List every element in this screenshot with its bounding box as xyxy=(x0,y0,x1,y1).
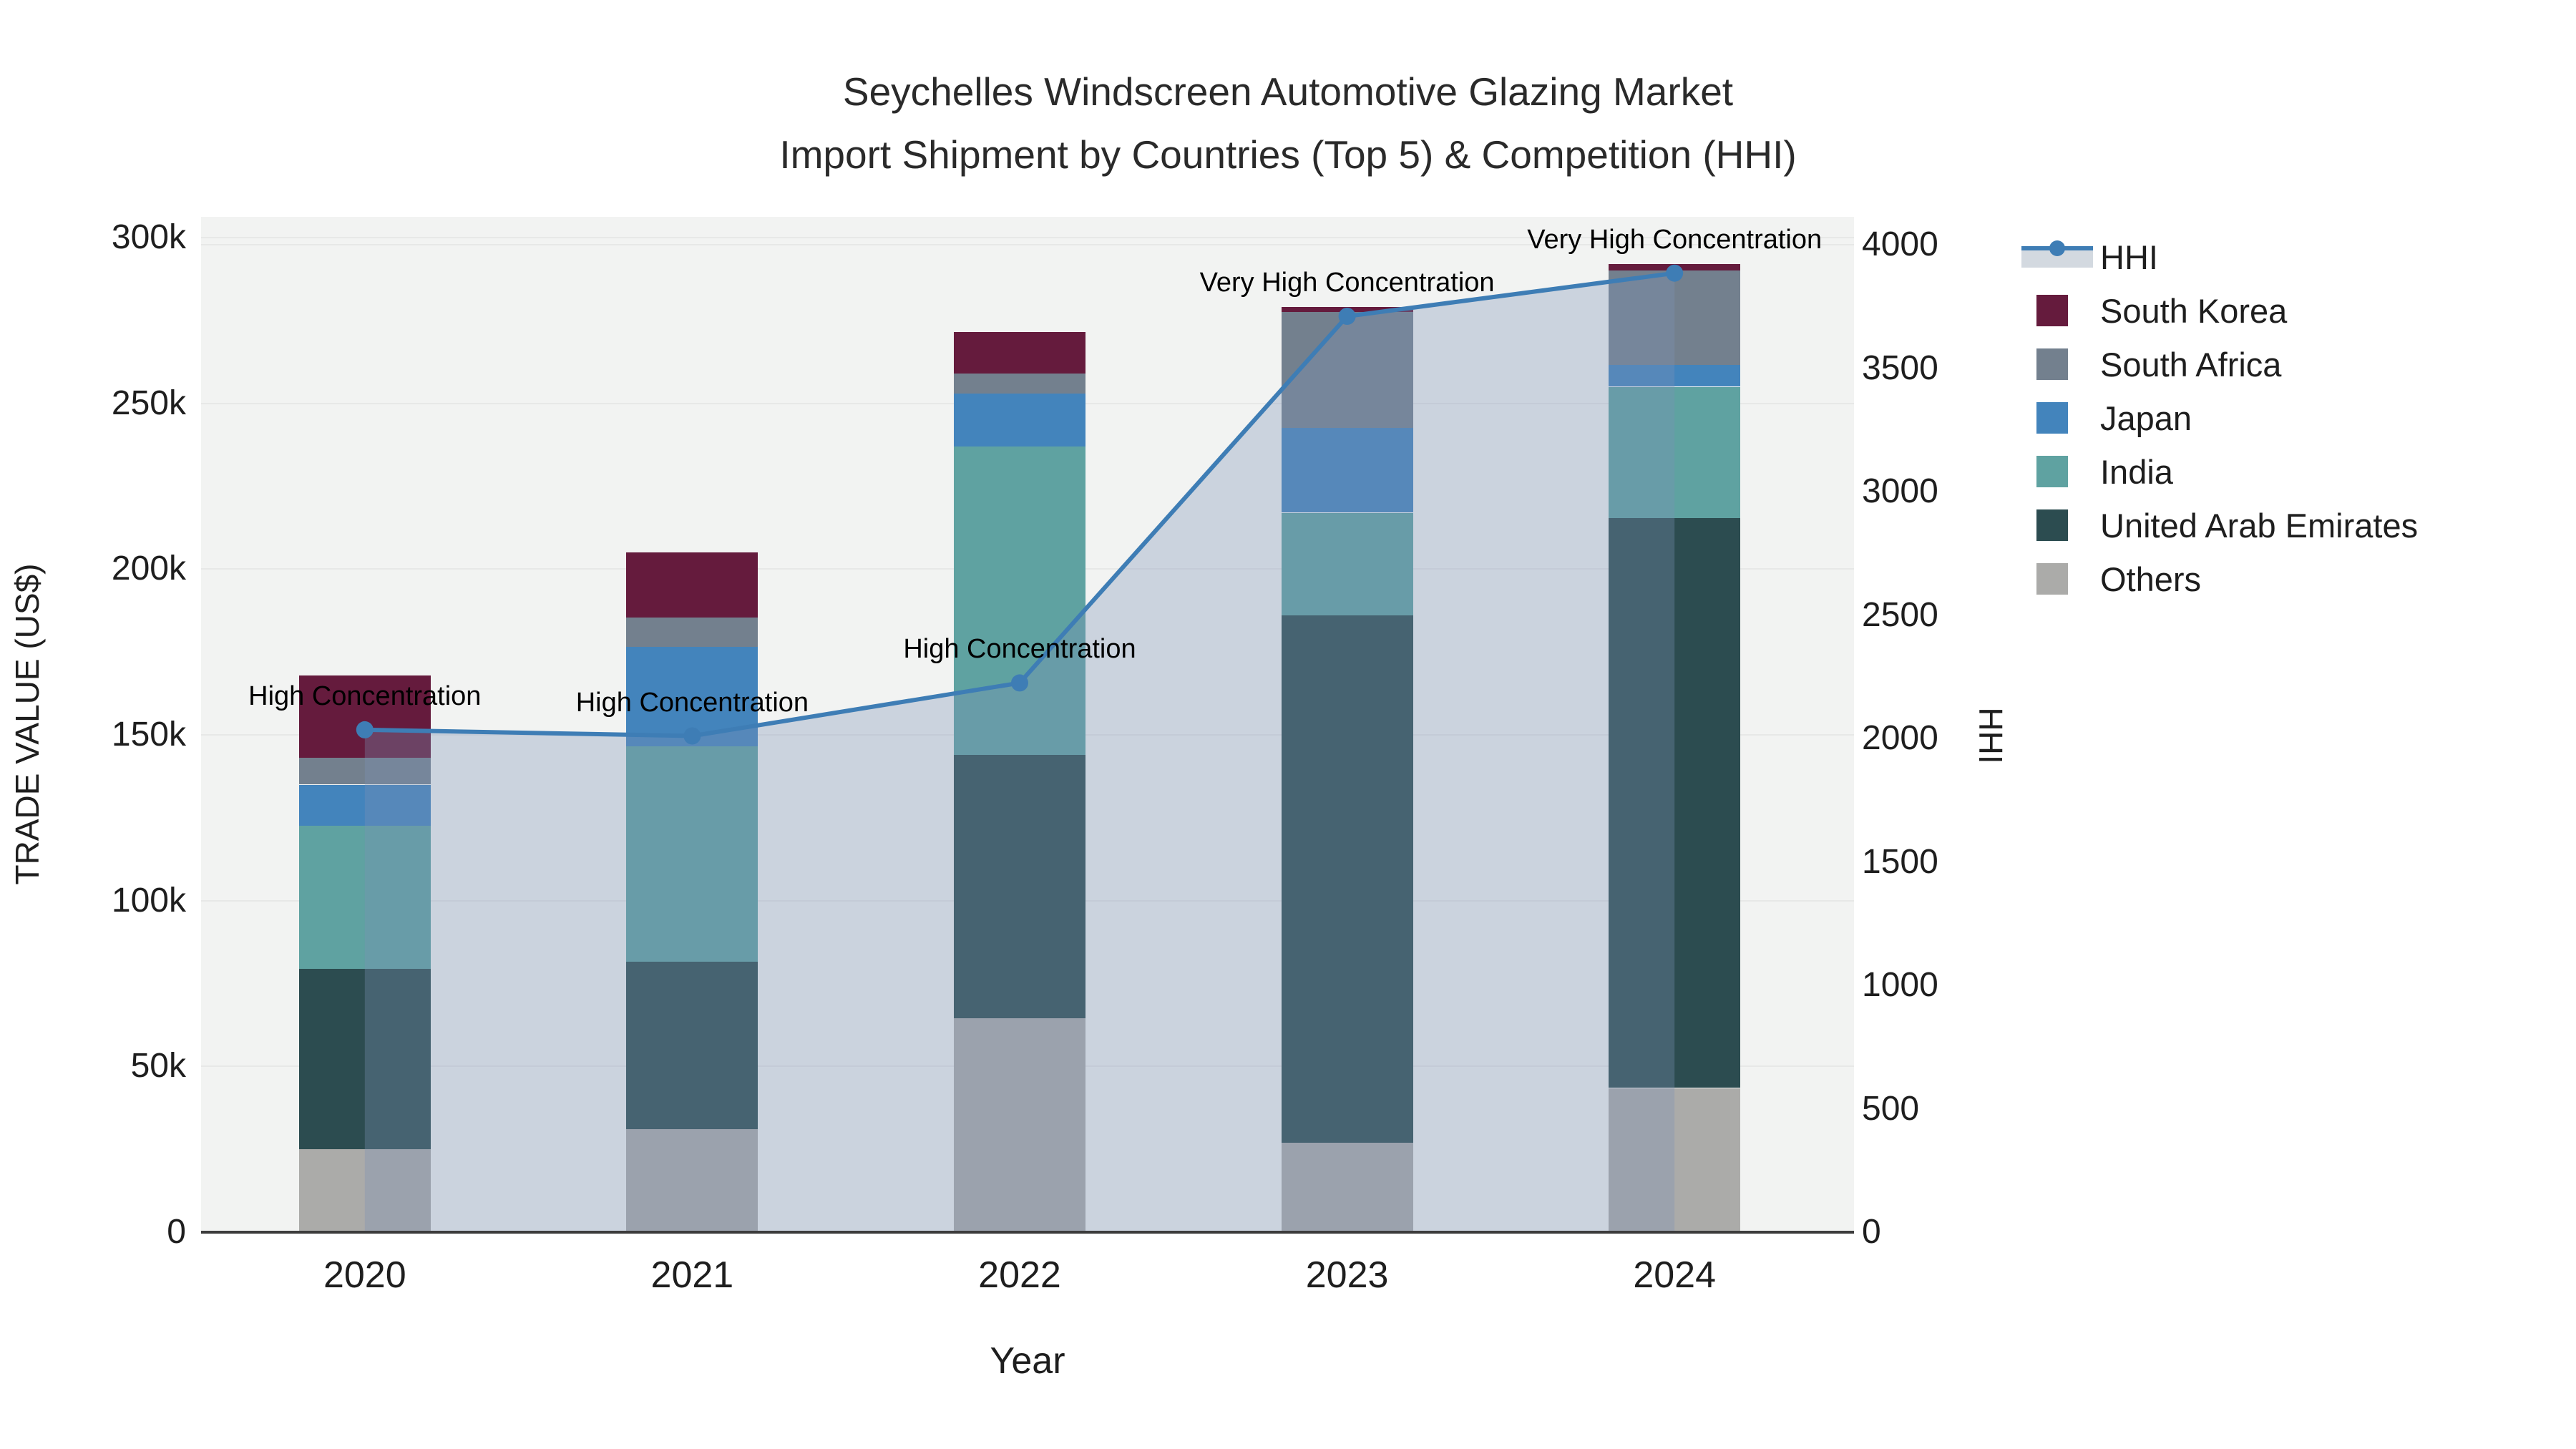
y-right-tick-label: 2000 xyxy=(1862,719,1938,757)
hhi-marker-2021[interactable] xyxy=(683,727,701,745)
bar-2023-india[interactable] xyxy=(1281,512,1413,616)
bar-2022-japan[interactable] xyxy=(954,393,1085,447)
y-left-tick-label: 150k xyxy=(111,716,186,753)
hhi-area xyxy=(364,273,1675,1232)
x-tick-label-2021: 2021 xyxy=(650,1254,734,1296)
bar-2023-south-africa[interactable] xyxy=(1281,312,1413,429)
hhi-svg xyxy=(356,264,1684,1232)
legend-label: India xyxy=(2100,453,2173,491)
y-right-tick-label: 3500 xyxy=(1862,348,1938,387)
legend-label: South Africa xyxy=(2100,346,2282,384)
hhi-marker-icon xyxy=(2049,240,2065,256)
bar-2024-others[interactable] xyxy=(1609,1088,1741,1232)
legend-swatch-united-arab-emirates xyxy=(2036,509,2068,541)
x-axis-line xyxy=(201,1231,1854,1234)
bar-2020-india[interactable] xyxy=(298,826,431,969)
hhi-marker-2020[interactable] xyxy=(356,721,374,738)
x-tick-label-2020: 2020 xyxy=(323,1254,406,1296)
bar-2020-united-arab-emirates[interactable] xyxy=(298,968,431,1150)
hhi-marker-2023[interactable] xyxy=(1338,308,1356,325)
legend-item-south-africa[interactable]: South Africa xyxy=(2018,338,2562,391)
legend-swatch-south-korea xyxy=(2036,295,2068,326)
legend-item-hhi[interactable]: HHI xyxy=(2018,230,2562,284)
legend-item-united-arab-emirates[interactable]: United Arab Emirates xyxy=(2018,499,2562,552)
bar-2022-south-africa[interactable] xyxy=(954,374,1085,394)
y-right-axis-title: HHI xyxy=(1972,707,2009,764)
bar-2023-others[interactable] xyxy=(1281,1142,1413,1232)
chart-title-line2: Import Shipment by Countries (Top 5) & C… xyxy=(779,132,1797,177)
bar-2024-south-africa[interactable] xyxy=(1609,270,1741,366)
y-right-tick-label: 1500 xyxy=(1862,842,1938,881)
hhi-marker-2024[interactable] xyxy=(1666,264,1684,282)
y-left-tick-label: 50k xyxy=(130,1047,186,1085)
bar-2020-south-africa[interactable] xyxy=(298,758,431,785)
legend-label: United Arab Emirates xyxy=(2100,507,2419,545)
y-right-tick-label: 1000 xyxy=(1862,966,1938,1004)
bar-2020-south-korea[interactable] xyxy=(298,675,431,758)
y-left-tick-label: 200k xyxy=(111,550,186,588)
legend-swatch-others xyxy=(2036,563,2068,595)
bar-2021-south-korea[interactable] xyxy=(626,552,758,618)
y-right-tick-label: 3000 xyxy=(1862,472,1938,510)
chart-title: Seychelles Windscreen Automotive Glazing… xyxy=(0,60,2576,186)
legend-item-japan[interactable]: Japan xyxy=(2018,391,2562,445)
chart-title-line1: Seychelles Windscreen Automotive Glazing… xyxy=(842,69,1734,114)
y-right-tick-label: 500 xyxy=(1862,1089,1920,1128)
x-tick-label-2023: 2023 xyxy=(1305,1254,1389,1296)
bar-2023-united-arab-emirates[interactable] xyxy=(1281,615,1413,1143)
bar-2022-south-korea[interactable] xyxy=(954,332,1085,374)
annotation-2024: Very High Concentration xyxy=(1527,224,1823,255)
legend-swatch-south-africa xyxy=(2036,348,2068,380)
y-left-tick-label: 0 xyxy=(167,1213,186,1251)
annotation-2022: High Concentration xyxy=(903,634,1136,665)
y-left-axis-title: TRADE VALUE (US$) xyxy=(9,563,46,885)
legend-item-south-korea[interactable]: South Korea xyxy=(2018,284,2562,338)
legend-label: HHI xyxy=(2100,238,2158,276)
y-left-tick-label: 100k xyxy=(111,881,186,919)
legend-swatch-india xyxy=(2036,456,2068,487)
gridline-right-4000 xyxy=(201,244,1854,245)
y-right-tick-label: 4000 xyxy=(1862,225,1938,263)
annotation-2020: High Concentration xyxy=(248,680,482,711)
annotation-2023: Very High Concentration xyxy=(1199,268,1495,298)
bar-2021-south-africa[interactable] xyxy=(626,617,758,648)
y-left-tick-label: 250k xyxy=(111,384,186,422)
bar-2023-japan[interactable] xyxy=(1281,428,1413,513)
x-tick-label-2024: 2024 xyxy=(1633,1254,1717,1296)
bar-2020-others[interactable] xyxy=(298,1149,431,1232)
y-left-tick-label: 300k xyxy=(111,218,186,256)
y-right-tick-label: 2500 xyxy=(1862,595,1938,634)
legend-label: Others xyxy=(2100,560,2202,598)
bar-2021-others[interactable] xyxy=(626,1129,758,1232)
legend-item-india[interactable]: India xyxy=(2018,445,2562,499)
bar-2021-united-arab-emirates[interactable] xyxy=(626,962,758,1130)
bar-2024-united-arab-emirates[interactable] xyxy=(1609,517,1741,1088)
bar-2022-united-arab-emirates[interactable] xyxy=(954,754,1085,1019)
legend: HHI South Korea South Africa Japan India Unit… xyxy=(2018,230,2562,606)
bar-2021-india[interactable] xyxy=(626,746,758,962)
x-axis-title: Year xyxy=(990,1340,1065,1382)
x-tick-label-2022: 2022 xyxy=(978,1254,1061,1296)
legend-label: Japan xyxy=(2100,399,2192,437)
gridline xyxy=(201,237,1854,238)
bar-2024-japan[interactable] xyxy=(1609,365,1741,387)
annotation-2021: High Concentration xyxy=(575,687,809,718)
bar-2022-india[interactable] xyxy=(954,446,1085,755)
bar-2024-india[interactable] xyxy=(1609,386,1741,518)
bar-2020-japan[interactable] xyxy=(298,784,431,826)
hhi-marker-2022[interactable] xyxy=(1011,674,1028,692)
y-right-tick-label: 0 xyxy=(1862,1213,1881,1251)
legend-swatch-japan xyxy=(2036,402,2068,434)
bar-2022-others[interactable] xyxy=(954,1018,1085,1232)
legend-label: South Korea xyxy=(2100,292,2288,330)
legend-item-others[interactable]: Others xyxy=(2018,552,2562,606)
